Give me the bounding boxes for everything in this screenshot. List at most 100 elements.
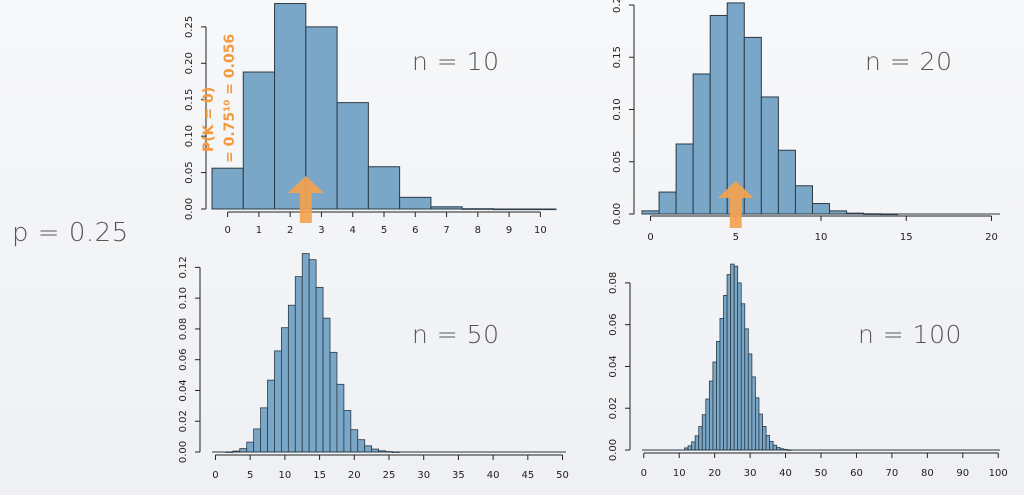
x-tick-label: 5: [733, 232, 739, 243]
bar-x10: [811, 203, 831, 215]
bar-x35: [765, 434, 770, 451]
x-tick-label: 30: [417, 470, 430, 481]
bar-x21: [716, 340, 721, 451]
bar-x17: [329, 351, 338, 453]
bar-x21: [357, 439, 366, 453]
y-tick-label: 0.00: [612, 203, 623, 225]
x-tick-label: 15: [313, 470, 326, 481]
bar-x24: [726, 274, 732, 451]
bar-x36: [769, 441, 774, 451]
x-tick-label: 6: [412, 225, 418, 236]
x-tick-label: 60: [850, 468, 863, 479]
x-tick-label: 1: [256, 225, 262, 236]
bar-x8: [267, 379, 275, 453]
bar-x16: [698, 426, 703, 451]
y-tick-label: 0.00: [608, 439, 619, 461]
bar-x19: [708, 380, 714, 451]
histogram-panel-1: 0 5 10 15 20 0.00 0.05 0.10 0.15 0.2: [612, 0, 1000, 243]
bar-x34: [762, 425, 767, 451]
x-tick-label: 20: [348, 470, 361, 481]
bar-x13: [301, 253, 310, 453]
bar-x3: [692, 73, 711, 215]
bar-x1: [242, 71, 276, 210]
mean-arrow-icon: [287, 176, 324, 223]
x-tick-label: 30: [744, 468, 757, 479]
bar-x8: [777, 149, 796, 215]
annotation-line-1: P(K = 0): [201, 86, 217, 152]
y-tick-label: 0.2: [612, 0, 623, 13]
x-tick-label: 100: [989, 468, 1008, 479]
bar-x27: [737, 282, 742, 451]
y-tick-label: 0.05: [184, 161, 195, 183]
y-tick-label: 0.10: [178, 287, 189, 309]
x-tick-label: 10: [279, 470, 292, 481]
y-tick-label: 0.08: [608, 272, 619, 294]
x-tick-label: 25: [383, 470, 396, 481]
y-tick-label: 0.15: [612, 46, 623, 68]
bar-x33: [758, 413, 763, 451]
bar-x11: [287, 304, 296, 453]
x-tick-label: 20: [708, 468, 721, 479]
n-label-100: n = 100: [858, 320, 962, 349]
x-tick-label: 90: [956, 468, 969, 479]
x-tick-label: 80: [921, 468, 934, 479]
y-tick-label: 0.12: [178, 256, 189, 278]
y-tick-label: 0.04: [178, 379, 189, 401]
bar-x7: [260, 407, 268, 453]
y-tick-label: 0.10: [184, 125, 195, 147]
bar-x29: [744, 328, 749, 451]
y-tick-label: 0.00: [184, 198, 195, 220]
bar-x30: [747, 353, 753, 451]
bar-x6: [253, 428, 261, 453]
y-tick-label: 0.06: [178, 349, 189, 371]
p-value-label: p = 0.25: [12, 218, 129, 248]
x-tick-label: 35: [452, 470, 465, 481]
x-tick-label: 4: [350, 225, 356, 236]
bar-x23: [723, 295, 728, 451]
mean-arrow-icon: [717, 181, 754, 228]
bar-x2: [274, 3, 307, 210]
y-tick-label: 0.02: [608, 397, 619, 419]
x-tick-label: 45: [521, 470, 534, 481]
y-tick-label: 0.06: [608, 314, 619, 336]
x-tick-label: 40: [487, 470, 500, 481]
bar-x17: [701, 414, 707, 451]
bar-x6: [743, 36, 762, 215]
histogram-panel-0: 0 1 2 3 4 5 6 7 8 9 10 0.00 0.05 0.10 0.15 0.20 0.25: [184, 3, 557, 236]
bar-x0: [211, 167, 244, 210]
bar-x22: [719, 317, 724, 451]
bar-x1: [658, 191, 677, 215]
y-tick-label: 0.25: [184, 16, 195, 38]
x-tick-label: 10: [534, 225, 547, 236]
bar-x10: [281, 327, 289, 453]
y-tick-label: 0.08: [178, 318, 189, 340]
bar-x6: [399, 196, 432, 210]
histogram-panel-2: 0 5 10 15 20 25 30 35 40 45 50 0.00 0.02 0.04 0.06 0.08…: [178, 253, 569, 481]
bar-x32: [755, 397, 760, 451]
y-tick-label: 0.10: [612, 98, 623, 120]
bar-x9: [794, 185, 813, 215]
bar-x4: [709, 14, 728, 215]
histogram-panel-3: 0 10 20 30 40 50 60 70 80 90 100 0.00 0.02 0.04 0.06 0.…: [608, 263, 1008, 479]
y-tick-label: 0.05: [612, 151, 623, 173]
bar-x19: [343, 410, 352, 453]
bar-x5: [367, 166, 401, 210]
bar-x12: [294, 276, 303, 453]
bar-x7: [760, 96, 779, 215]
bar-x20: [712, 361, 717, 451]
x-tick-label: 10: [673, 468, 686, 479]
x-tick-label: 7: [443, 225, 449, 236]
x-tick-label: 0: [641, 468, 647, 479]
x-tick-label: 15: [900, 232, 913, 243]
bar-x14: [691, 441, 696, 451]
y-tick-label: 0.15: [184, 89, 195, 111]
x-tick-label: 0: [212, 470, 218, 481]
x-tick-label: 2: [287, 225, 293, 236]
bar-x2: [675, 143, 694, 215]
bar-x4: [239, 448, 248, 453]
x-tick-label: 9: [506, 225, 512, 236]
x-tick-label: 40: [779, 468, 792, 479]
bar-x26: [733, 265, 739, 451]
x-tick-label: 10: [815, 232, 828, 243]
bar-x15: [694, 435, 700, 451]
